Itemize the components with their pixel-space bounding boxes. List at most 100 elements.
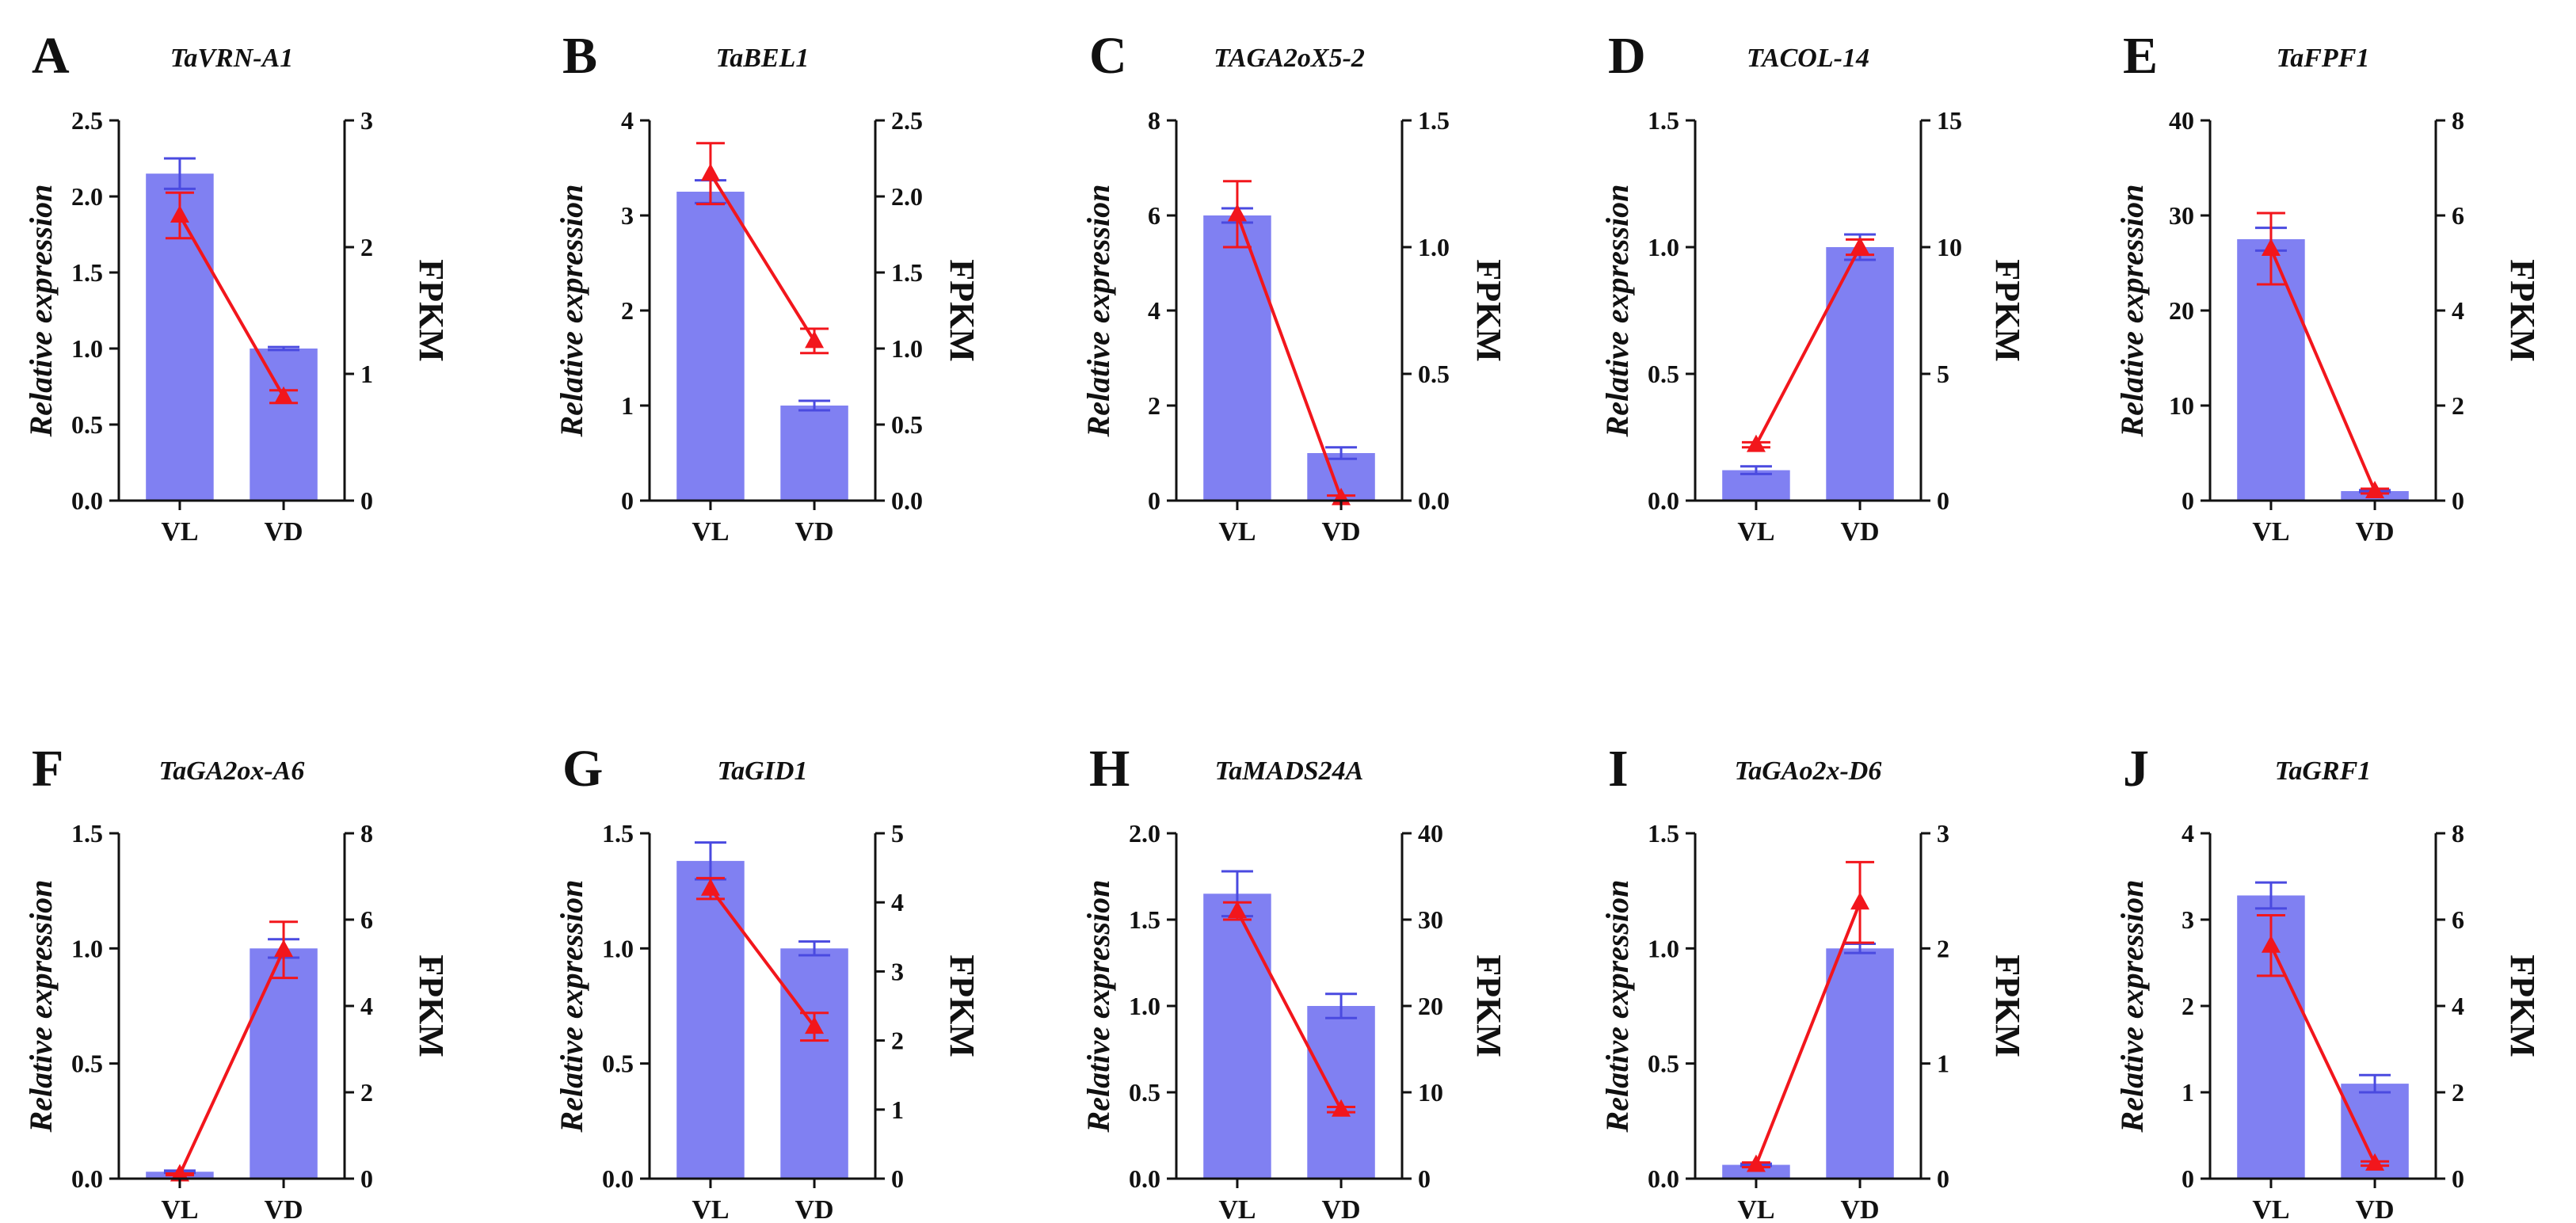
category-label-vl: VL	[692, 1195, 729, 1223]
right-tick-label: 2	[360, 1078, 373, 1107]
left-tick-label: 10	[2169, 391, 2194, 420]
left-tick-label: 4	[621, 106, 634, 135]
panel-a: A TaVRN-A1 0.0 0.5 1.0 1.5 2.0 2.5 0 1 2 3 VL VD Relat…	[23, 27, 451, 547]
right-tick-label: 4	[891, 888, 904, 916]
right-tick-label: 6	[2452, 905, 2464, 934]
panel-h: H TaMADS24A 0.0 0.5 1.0 1.5 2.0 0 10 20 30 40 VL VD Re…	[1080, 740, 1508, 1223]
gene-title: TaGRF1	[2275, 756, 2372, 786]
fpkm-marker-vl	[700, 878, 720, 896]
right-tick-label: 6	[360, 905, 373, 934]
left-tick-label: 1	[621, 391, 634, 420]
right-axis-title: FPKM	[412, 259, 451, 362]
right-tick-label: 0	[360, 1164, 373, 1193]
fpkm-line	[2269, 944, 2376, 1164]
fpkm-marker-vl	[170, 1164, 189, 1182]
panel-letter: F	[32, 740, 63, 798]
right-tick-label: 2	[2452, 391, 2464, 420]
bar-vl	[1203, 893, 1271, 1179]
panel-g: G TaGID1 0.0 0.5 1.0 1.5 0 1 2 3 4 5 VL VD Relative ex…	[554, 740, 981, 1223]
left-tick-label: 0	[2182, 1164, 2194, 1193]
category-label-vd: VD	[1321, 1195, 1360, 1223]
category-label-vl: VL	[1737, 517, 1774, 547]
bar-vd	[1826, 948, 1894, 1179]
bar-vd	[1826, 247, 1894, 501]
left-tick-label: 8	[1148, 106, 1160, 135]
gene-title: TaBEL1	[716, 44, 810, 73]
category-label-vl: VL	[1218, 1195, 1256, 1223]
left-tick-label: 4	[2182, 819, 2194, 848]
panel-letter: I	[1608, 740, 1629, 798]
left-tick-label: 0.0	[1648, 486, 1679, 515]
fpkm-line	[178, 215, 285, 398]
left-tick-label: 1.5	[602, 819, 634, 848]
right-tick-label: 4	[360, 992, 373, 1020]
fpkm-marker-vl	[1227, 204, 1247, 222]
right-tick-label: 40	[1418, 819, 1443, 848]
left-tick-label: 40	[2169, 106, 2194, 135]
left-tick-label: 0.0	[71, 486, 103, 515]
fpkm-marker-vd	[1850, 237, 1870, 254]
fpkm-line	[178, 949, 285, 1175]
right-tick-label: 4	[2452, 296, 2464, 325]
category-label-vd: VD	[795, 1195, 833, 1223]
left-tick-label: 1.0	[71, 934, 103, 962]
left-axis-title: Relative expression	[1599, 185, 1635, 438]
panel-letter: H	[1089, 740, 1130, 798]
gene-title: TaGID1	[718, 756, 808, 786]
category-label-vl: VL	[2252, 517, 2289, 547]
fpkm-marker-vl	[1746, 1154, 1766, 1172]
fpkm-line	[1755, 901, 1862, 1166]
right-tick-label: 5	[891, 819, 904, 848]
left-tick-label: 0.0	[602, 1164, 634, 1193]
fpkm-marker-vd	[274, 386, 294, 404]
panel-letter: A	[32, 27, 70, 85]
category-label-vl: VL	[1737, 1195, 1774, 1223]
right-tick-label: 2	[1937, 934, 1949, 962]
left-tick-label: 0.5	[1648, 1050, 1679, 1078]
left-axis-title: Relative expression	[554, 880, 589, 1133]
left-tick-label: 1.5	[71, 819, 103, 848]
bar-vl	[1203, 215, 1271, 501]
panel-letter: J	[2123, 740, 2149, 798]
fpkm-marker-vl	[700, 163, 720, 181]
right-tick-label: 0	[360, 486, 373, 515]
right-tick-label: 2.0	[891, 182, 923, 211]
right-tick-label: 1	[360, 360, 373, 388]
panel-letter: E	[2123, 27, 2158, 85]
right-axis-title: FPKM	[2503, 954, 2542, 1057]
right-tick-label: 0	[1937, 1164, 1949, 1193]
category-label-vd: VD	[795, 517, 833, 547]
right-tick-label: 0.5	[891, 410, 923, 439]
right-tick-label: 3	[1937, 819, 1949, 848]
category-label-vl: VL	[1218, 517, 1256, 547]
left-tick-label: 2	[2182, 992, 2194, 1020]
right-axis-title: FPKM	[943, 259, 981, 362]
right-tick-label: 8	[2452, 106, 2464, 135]
bar-vd	[780, 406, 848, 501]
panel-letter: B	[562, 27, 597, 85]
right-tick-label: 3	[891, 957, 904, 985]
panel-d: D TACOL-14 0.0 0.5 1.0 1.5 0 5 10 15 VL VD Relative …	[1599, 27, 2027, 547]
left-tick-label: 2	[1148, 391, 1160, 420]
bar-vl	[676, 192, 745, 501]
category-label-vd: VD	[1321, 517, 1360, 547]
left-tick-label: 0.5	[1648, 360, 1679, 388]
fpkm-line	[1755, 246, 1862, 446]
bar-vd	[780, 948, 848, 1179]
gene-title: TAGA2oX5-2	[1214, 44, 1365, 73]
category-label-vd: VD	[1840, 517, 1879, 547]
right-tick-label: 0	[2452, 486, 2464, 515]
category-label-vd: VD	[264, 1195, 303, 1223]
left-axis-title: Relative expression	[2114, 185, 2150, 438]
category-label-vd: VD	[2355, 517, 2394, 547]
left-tick-label: 1.0	[1648, 934, 1679, 962]
left-tick-label: 0	[2182, 486, 2194, 515]
right-tick-label: 5	[1937, 360, 1949, 388]
left-tick-label: 2	[621, 296, 634, 325]
left-tick-label: 30	[2169, 201, 2194, 230]
panel-f: F TaGA2ox-A6 0.0 0.5 1.0 1.5 0 2 4 6 8 VL VD Relative…	[23, 740, 451, 1223]
fpkm-line	[709, 173, 816, 342]
right-tick-label: 2	[891, 1027, 904, 1055]
left-axis-title: Relative expression	[1599, 880, 1635, 1133]
